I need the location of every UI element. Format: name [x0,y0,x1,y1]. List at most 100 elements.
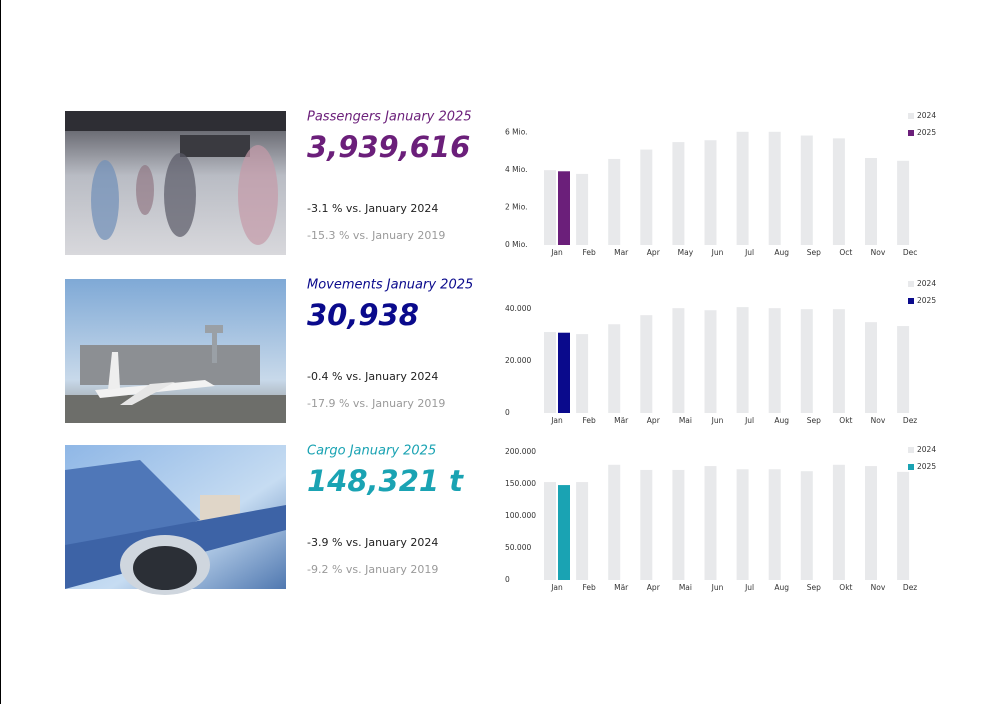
photo-cargo [65,445,286,595]
bar [832,464,845,580]
bar [768,308,781,413]
x-tick-label: Jul [744,416,754,425]
bar [608,158,621,245]
y-tick-label: 6 Mio. [505,128,528,137]
bar [640,149,653,245]
bar [704,140,717,245]
x-tick-label: Dez [903,416,917,425]
bar [832,138,845,245]
bar [704,466,717,580]
panel: Movements January 2025 30,938 -0.4 % vs. J… [307,278,936,426]
legend-swatch [908,298,914,304]
comparison: -3.9 % vs. January 2024 [307,536,438,549]
x-tick-label: Sep [807,416,821,425]
bar [672,142,685,245]
legend-swatch [908,113,914,119]
y-tick-label: 0 [505,575,510,584]
bar [672,469,685,580]
bar [865,322,877,413]
bar [865,158,877,245]
headline-value: 30,938 [307,298,419,332]
x-tick-label: Jun [711,583,724,592]
x-tick-label: Nov [871,583,886,592]
comparison: -0.4 % vs. January 2024 [307,370,438,383]
photo-airport [65,279,286,423]
bar [544,170,556,245]
legend-label: 2024 [917,279,936,288]
bar [558,485,570,580]
x-tick-label: Mär [614,416,629,425]
x-tick-label: Dec [903,248,918,257]
legend-label: 2025 [917,296,936,305]
comparison: -9.2 % vs. January 2019 [307,563,438,576]
x-tick-label: Mär [614,583,629,592]
x-tick-label: Apr [647,416,661,425]
comparison: -3.1 % vs. January 2024 [307,202,438,215]
x-tick-label: Jul [744,248,754,257]
photo-terminal [65,111,286,255]
bar [736,307,749,413]
bar [558,332,570,413]
bar [640,469,653,580]
y-tick-label: 150.000 [505,479,536,488]
x-tick-label: Mai [679,416,692,425]
bar [768,131,781,245]
x-tick-label: Mai [679,583,692,592]
x-tick-label: Apr [647,248,661,257]
bar [544,332,556,413]
x-tick-label: Jan [550,583,563,592]
bar [897,326,910,413]
x-tick-label: Apr [647,583,661,592]
bar [576,334,589,413]
x-tick-label: Nov [871,248,886,257]
bar [704,310,717,413]
panel-title: Movements January 2025 [307,278,473,293]
x-tick-label: Feb [582,583,596,592]
legend-swatch [908,447,914,453]
bar [897,471,910,580]
bar [672,308,685,413]
headline-value: 148,321 t [307,464,464,498]
bar [544,482,556,580]
bar [832,309,845,413]
y-tick-label: 20.000 [505,356,531,365]
bar [800,471,813,580]
x-tick-label: Dez [903,583,917,592]
x-tick-label: Okt [839,416,852,425]
y-tick-label: 4 Mio. [505,165,528,174]
bar [800,309,813,413]
legend-swatch [908,464,914,470]
x-tick-label: Jun [711,248,724,257]
y-tick-label: 2 Mio. [505,203,528,212]
y-tick-label: 0 Mio. [505,240,528,249]
bar [736,131,749,245]
x-tick-label: Mar [614,248,629,257]
x-tick-label: Feb [582,248,596,257]
y-tick-label: 40.000 [505,304,531,313]
panel: Cargo January 2025 148,321 t -3.9 % vs. Ja… [307,444,936,593]
x-tick-label: Aug [774,583,789,592]
x-tick-label: May [678,248,694,257]
panel-title: Cargo January 2025 [307,444,436,459]
bar [865,466,877,580]
legend-label: 2025 [917,462,936,471]
bar [800,135,813,245]
bar [768,469,781,580]
comparison: -17.9 % vs. January 2019 [307,397,445,410]
panel-title: Passengers January 2025 [307,110,472,125]
x-tick-label: Aug [774,248,789,257]
bar [608,324,621,413]
bar [897,160,910,245]
x-tick-label: Jul [744,583,754,592]
bar [736,469,749,580]
comparison: -15.3 % vs. January 2019 [307,229,445,242]
headline-value: 3,939,616 [307,130,470,164]
y-tick-label: 50.000 [505,543,531,552]
bar [558,171,570,245]
bar [640,315,653,413]
panel: Passengers January 2025 3,939,616 -3.1 % v… [307,110,936,258]
x-tick-label: Aug [774,416,789,425]
x-tick-label: Jan [550,248,563,257]
y-tick-label: 200.000 [505,447,536,456]
